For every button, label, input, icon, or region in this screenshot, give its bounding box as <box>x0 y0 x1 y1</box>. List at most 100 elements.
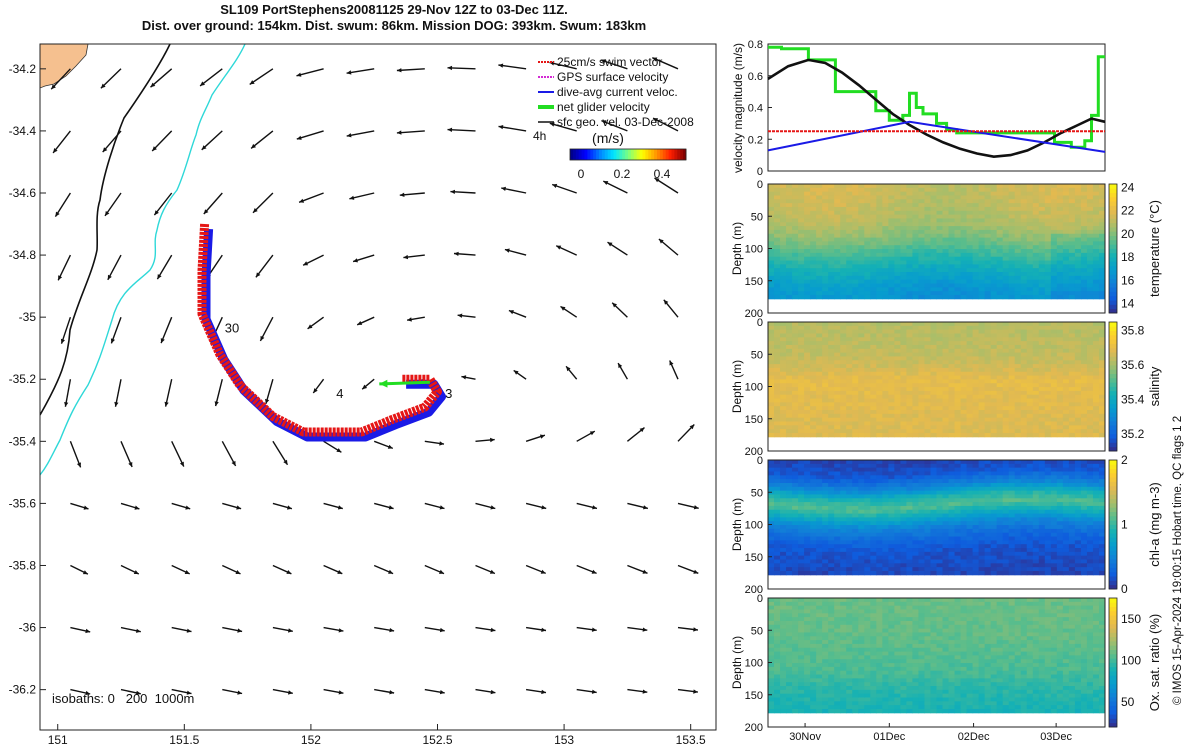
section-cell <box>924 536 931 541</box>
section-cell <box>1044 375 1052 380</box>
section-cell <box>810 203 817 208</box>
section-cell <box>1050 406 1058 411</box>
section-cell <box>918 490 925 495</box>
section-cell <box>978 417 986 423</box>
section-cell <box>876 567 883 572</box>
section-cell <box>1062 229 1070 235</box>
section-cell <box>858 425 865 430</box>
section-cell <box>894 322 901 327</box>
section-cell <box>804 413 811 419</box>
section-cell <box>822 195 829 200</box>
section-cell <box>978 260 986 265</box>
section-cell <box>918 233 925 239</box>
section-cell <box>900 498 907 503</box>
section-cell <box>858 544 865 549</box>
section-cell <box>774 364 781 369</box>
section-cell <box>774 417 781 423</box>
section-cell <box>1014 337 1022 342</box>
section-cell <box>912 402 919 407</box>
section-cell <box>1068 272 1076 277</box>
section-cell <box>978 525 986 530</box>
section-cell <box>786 536 793 541</box>
section-cell <box>960 214 968 219</box>
section-cell <box>774 337 781 342</box>
section-cell <box>792 272 799 277</box>
section-cell <box>900 559 907 564</box>
section-cell <box>846 463 853 469</box>
section-cell <box>930 410 937 415</box>
section-cell <box>1002 329 1010 334</box>
section-cell <box>924 325 931 331</box>
section-cell <box>876 260 883 265</box>
section-cell <box>930 498 937 503</box>
section-cell <box>888 536 895 541</box>
section-cell <box>1086 322 1094 327</box>
section-cell <box>792 544 799 549</box>
geo-arrow <box>450 189 476 194</box>
section-cell <box>936 229 944 235</box>
section-cell <box>954 509 962 515</box>
section-cell <box>1050 218 1058 223</box>
section-cell <box>1098 341 1106 346</box>
section-cell <box>882 245 889 250</box>
section-cell <box>876 241 883 246</box>
section-cell <box>948 206 956 212</box>
section-cell <box>1002 570 1010 576</box>
section-cell <box>810 329 817 334</box>
section-cell <box>768 502 775 507</box>
section-cell <box>858 260 865 265</box>
geo-arrow <box>627 688 648 694</box>
section-cell <box>810 383 817 388</box>
section-cell <box>978 291 986 296</box>
section-cell <box>1044 279 1052 285</box>
geo-arrow <box>222 688 243 695</box>
legend-net-label: net glider velocity <box>557 100 650 114</box>
section-cell <box>930 394 937 400</box>
section-cell <box>858 463 865 469</box>
section-cell <box>840 241 847 246</box>
section-cell <box>882 210 889 216</box>
section-cells <box>768 322 1106 438</box>
section-cell <box>792 540 799 545</box>
section-cell <box>942 367 950 373</box>
section-cell <box>828 502 835 507</box>
section-cell <box>1062 260 1070 265</box>
section-cell <box>924 233 931 239</box>
section-cell <box>804 356 811 361</box>
section-cell <box>972 421 980 426</box>
section-cell <box>852 275 859 281</box>
section-cell <box>828 222 835 227</box>
section-cell <box>840 199 847 204</box>
section-cell <box>996 272 1004 277</box>
section-cell <box>768 421 775 426</box>
section-cell <box>774 563 781 568</box>
section-cell <box>1068 294 1076 300</box>
section-cell <box>1062 390 1070 396</box>
section-cell <box>1044 237 1052 242</box>
section-cell <box>972 567 980 572</box>
section-cell <box>792 191 799 196</box>
section-cell <box>1038 210 1046 216</box>
section-cell <box>1092 245 1100 250</box>
section-cell <box>942 509 950 515</box>
section-cell <box>852 570 859 576</box>
section-cell <box>948 218 956 223</box>
section-cell <box>1086 341 1094 346</box>
geo-arrow <box>475 564 496 575</box>
day-label: 3 <box>445 386 452 401</box>
section-cell <box>888 544 895 549</box>
colorbar-swatch <box>654 149 658 160</box>
section-cell <box>1044 199 1052 204</box>
section-cell <box>828 260 835 265</box>
section-cell <box>816 264 823 269</box>
section-cell <box>912 528 919 534</box>
section-cell <box>792 371 799 377</box>
section-cell <box>810 490 817 495</box>
section-colorbar-swatch <box>1109 347 1117 353</box>
section-cell <box>954 375 962 380</box>
section-cell <box>1062 364 1070 369</box>
section-cell <box>900 341 907 346</box>
section-cell <box>840 333 847 338</box>
section-cell <box>780 275 787 281</box>
section-cell <box>798 322 805 327</box>
